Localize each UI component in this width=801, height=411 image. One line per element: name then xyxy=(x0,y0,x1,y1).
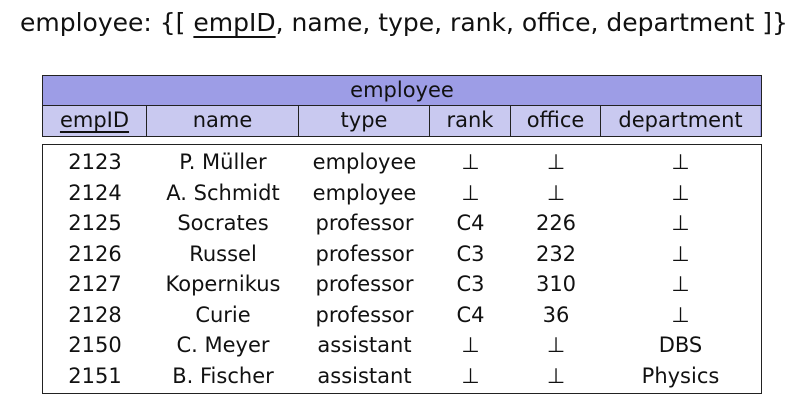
table-row: 2151 B. Fischer assistant ⊥ ⊥ Physics xyxy=(43,361,761,392)
cell-rank: ⊥ xyxy=(461,333,480,357)
cell-office: ⊥ xyxy=(546,150,566,174)
schema-rest: , name, type, rank, office, department ]… xyxy=(275,8,788,37)
table-row: 2126 Russel professor C3 232 ⊥ xyxy=(43,239,761,270)
cell-rank: C4 xyxy=(456,302,485,327)
cell-office: ⊥ xyxy=(546,333,566,357)
cell-department: ⊥ xyxy=(671,150,690,174)
cell-department: ⊥ xyxy=(671,272,690,296)
cell-name: Kopernikus xyxy=(165,272,281,296)
table-row: 2125 Socrates professor C4 226 ⊥ xyxy=(43,208,761,239)
cell-department: ⊥ xyxy=(671,241,690,266)
cell-office: 310 xyxy=(535,272,577,296)
cell-name: A. Schmidt xyxy=(166,180,280,205)
cell-rank: ⊥ xyxy=(461,180,480,205)
table-title: employee xyxy=(42,75,762,105)
table-row: 2150 C. Meyer assistant ⊥ ⊥ DBS xyxy=(43,330,761,361)
cell-office: 36 xyxy=(542,302,570,327)
cell-type: professor xyxy=(315,241,414,266)
column-header-department: department xyxy=(601,106,760,136)
cell-type: employee xyxy=(312,180,417,205)
cell-department: Physics xyxy=(641,363,720,388)
table-header-row: empID name type rank office department xyxy=(42,105,762,137)
cell-empid: 2128 xyxy=(68,302,122,327)
cell-department: ⊥ xyxy=(671,180,690,205)
cell-empid: 2126 xyxy=(68,241,122,266)
cell-type: professor xyxy=(315,272,414,296)
cell-office: 226 xyxy=(535,211,577,235)
cell-type: assistant xyxy=(317,363,412,388)
column-header-empid: empID xyxy=(43,106,147,136)
cell-office: ⊥ xyxy=(546,363,566,388)
schema-definition: employee: {[ empID, name, type, rank, of… xyxy=(20,4,788,42)
cell-empid: 2123 xyxy=(68,150,122,174)
cell-name: Socrates xyxy=(177,211,269,235)
schema-primary-key: empID xyxy=(193,8,276,37)
cell-name: B. Fischer xyxy=(172,363,274,388)
cell-type: professor xyxy=(315,302,414,327)
cell-name: Curie xyxy=(195,302,251,327)
cell-name: Russel xyxy=(189,241,257,266)
cell-empid: 2150 xyxy=(68,333,122,357)
employee-table: employee empID name type rank office dep… xyxy=(42,75,762,394)
cell-department: ⊥ xyxy=(671,211,690,235)
cell-rank: C3 xyxy=(456,272,485,296)
column-header-type: type xyxy=(299,106,430,136)
column-header-rank: rank xyxy=(430,106,511,136)
table-body: 2123 P. Müller employee ⊥ ⊥ ⊥ 2124 A. Sc… xyxy=(42,144,762,394)
cell-rank: ⊥ xyxy=(461,150,480,174)
cell-rank: ⊥ xyxy=(461,363,480,388)
cell-department: DBS xyxy=(658,333,703,357)
table-row: 2127 Kopernikus professor C3 310 ⊥ xyxy=(43,269,761,300)
column-header-office: office xyxy=(511,106,601,136)
table-row: 2124 A. Schmidt employee ⊥ ⊥ ⊥ xyxy=(43,178,761,209)
cell-empid: 2127 xyxy=(68,272,122,296)
table-row: 2123 P. Müller employee ⊥ ⊥ ⊥ xyxy=(43,147,761,178)
cell-type: professor xyxy=(315,211,414,235)
column-header-name: name xyxy=(147,106,299,136)
cell-rank: C3 xyxy=(456,241,485,266)
cell-office: 232 xyxy=(535,241,577,266)
cell-rank: C4 xyxy=(456,211,485,235)
cell-name: C. Meyer xyxy=(176,333,270,357)
schema-prefix: employee: {[ xyxy=(20,8,194,37)
cell-office: ⊥ xyxy=(546,180,566,205)
cell-name: P. Müller xyxy=(179,150,267,174)
cell-empid: 2124 xyxy=(68,180,122,205)
cell-empid: 2125 xyxy=(68,211,122,235)
cell-type: employee xyxy=(312,150,417,174)
cell-type: assistant xyxy=(317,333,412,357)
cell-department: ⊥ xyxy=(671,302,690,327)
cell-empid: 2151 xyxy=(68,363,122,388)
table-row: 2128 Curie professor C4 36 ⊥ xyxy=(43,300,761,331)
